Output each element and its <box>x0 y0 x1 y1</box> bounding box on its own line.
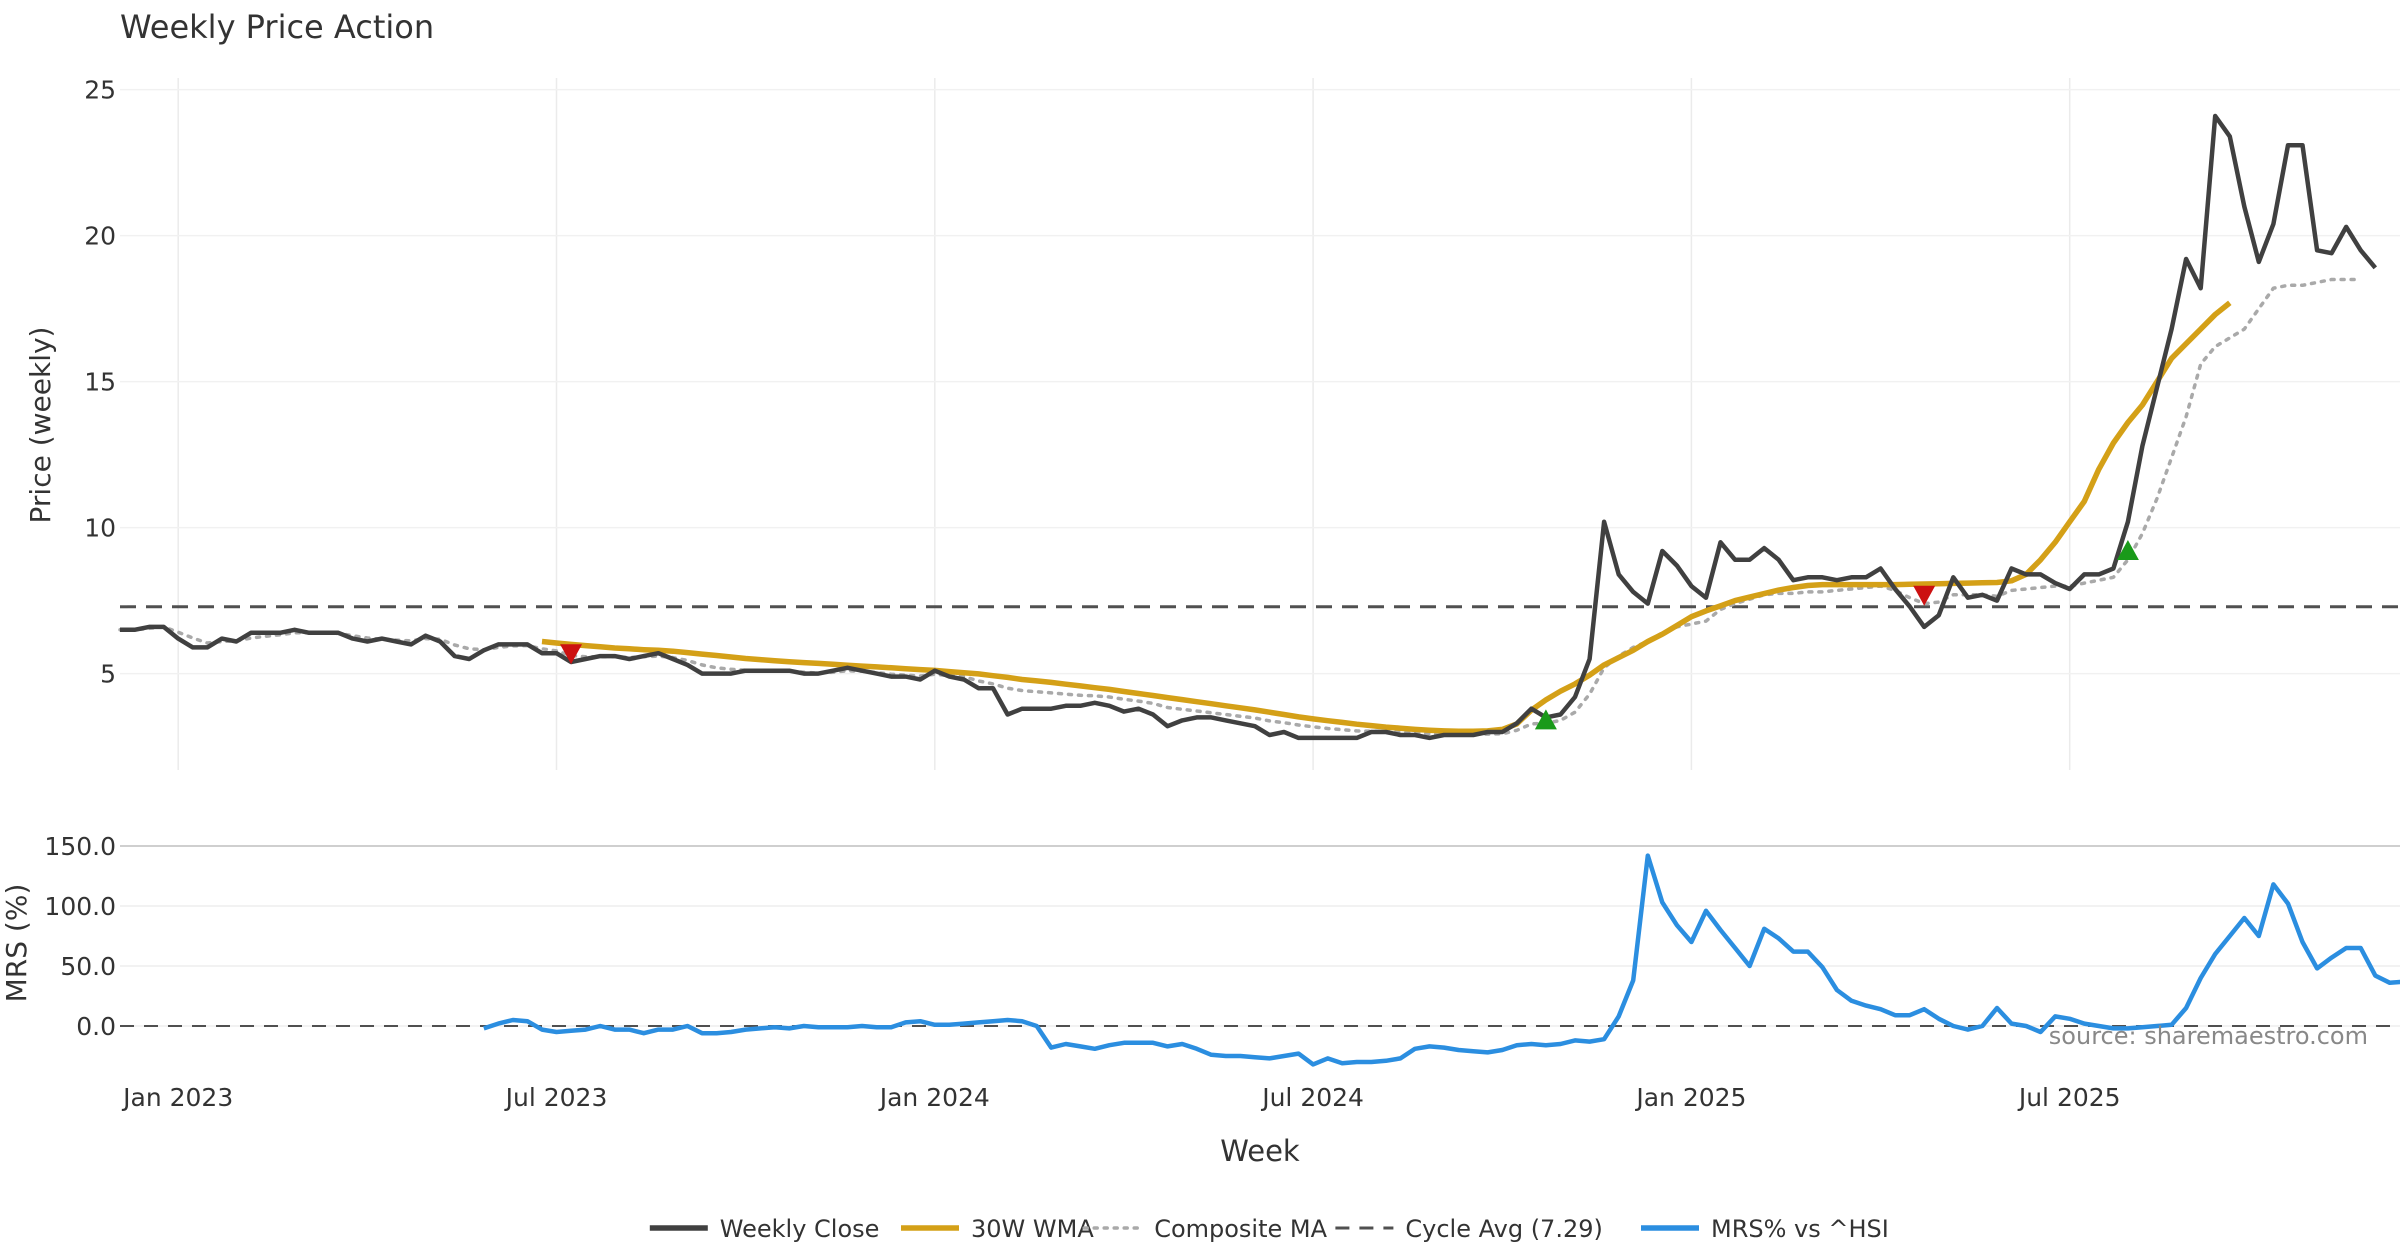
series-mrs-vs-hsi <box>483 853 2400 1067</box>
signal-markers <box>560 540 2139 730</box>
price-y-axis: 5 10 15 20 25 <box>84 76 116 689</box>
mrs-y-axis: 150.0 100.0 50.0 0.0 <box>44 832 116 1041</box>
legend-label: 30W WMA <box>971 1215 1094 1243</box>
legend-item: Weekly Close <box>649 1215 880 1243</box>
mrs-y-axis-label: MRS (%) <box>0 884 33 1003</box>
price-series <box>118 113 2400 741</box>
series-30w-wma <box>541 300 2232 734</box>
mrs-y-tick-label: 0.0 <box>76 1012 116 1041</box>
x-axis: Jan 2023 Jul 2023 Jan 2024 Jul 2024 Jan 2025… <box>121 1083 2120 1112</box>
sell-signal-marker <box>1913 585 1936 606</box>
legend-label: Cycle Avg (7.29) <box>1405 1215 1602 1243</box>
price-y-tick-label: 10 <box>84 514 116 543</box>
series-weekly-close <box>120 113 2378 741</box>
legend-item: Cycle Avg (7.29) <box>1335 1215 1603 1243</box>
legend-label: Composite MA <box>1154 1215 1327 1243</box>
legend-item: 30W WMA <box>901 1215 1094 1243</box>
legend-item: Composite MA <box>1082 1215 1328 1243</box>
x-tick-label: Jul 2025 <box>2017 1083 2121 1112</box>
price-y-tick-label: 20 <box>84 222 116 251</box>
x-axis-label: Week <box>1220 1134 1300 1168</box>
sell-signal-marker <box>560 644 583 665</box>
price-y-tick-label: 25 <box>84 76 116 105</box>
legend-item: MRS% vs ^HSI <box>1641 1215 1889 1243</box>
x-tick-label: Jan 2024 <box>878 1083 990 1112</box>
mrs-y-tick-label: 50.0 <box>60 952 116 981</box>
x-tick-label: Jan 2023 <box>121 1083 233 1112</box>
legend-label: MRS% vs ^HSI <box>1711 1215 1889 1243</box>
buy-signal-marker <box>2116 540 2139 561</box>
x-tick-label: Jan 2025 <box>1634 1083 1746 1112</box>
source-note: source: sharemaestro.com <box>2049 1022 2368 1050</box>
chart-title: Weekly Price Action <box>120 8 434 46</box>
x-tick-label: Jul 2023 <box>504 1083 608 1112</box>
mrs-y-tick-label: 150.0 <box>44 832 116 861</box>
x-tick-label: Jul 2024 <box>1260 1083 1364 1112</box>
legend-label: Weekly Close <box>720 1215 880 1243</box>
price-grid <box>120 78 2400 770</box>
buy-signal-marker <box>1534 709 1557 730</box>
legend: Weekly Close 30W WMA Composite MA Cycle Avg… <box>649 1215 1889 1243</box>
mrs-y-tick-label: 100.0 <box>44 892 116 921</box>
price-y-tick-label: 15 <box>84 368 116 397</box>
price-y-tick-label: 5 <box>100 660 116 689</box>
mrs-series <box>483 853 2400 1067</box>
price-y-axis-label: Price (weekly) <box>24 327 57 524</box>
